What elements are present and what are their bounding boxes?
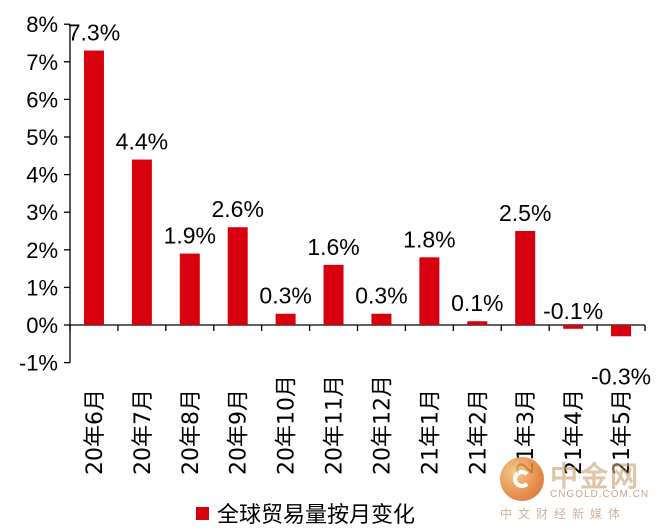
x-tick-label: 21年5月 [610, 389, 635, 475]
y-tick-label: 5% [26, 125, 58, 150]
x-tick-label: 20年11月 [323, 375, 348, 475]
data-label: 1.9% [164, 223, 216, 249]
bar [131, 159, 152, 325]
data-label: 1.6% [307, 234, 359, 260]
y-tick-label: 6% [26, 87, 58, 112]
bar [227, 227, 248, 325]
data-label: 7.3% [68, 20, 120, 46]
watermark-title: 中金网 [550, 460, 641, 493]
y-tick-label: 4% [26, 163, 58, 188]
data-label: -0.3% [591, 363, 651, 389]
bar [275, 313, 296, 325]
x-tick-label: 21年2月 [466, 389, 491, 475]
x-tick-label: 20年12月 [370, 375, 395, 475]
x-tick-label: 20年8月 [179, 389, 204, 475]
bar [419, 257, 440, 325]
y-tick-label: 2% [26, 238, 58, 263]
bar [611, 325, 632, 337]
y-tick-label: 0% [26, 313, 58, 338]
bar [515, 231, 536, 325]
data-label: 1.8% [403, 226, 455, 252]
cngold-logo-icon [500, 457, 544, 501]
data-label: 2.5% [499, 200, 551, 226]
legend-swatch [196, 506, 209, 520]
x-tick-label: 20年10月 [275, 375, 300, 475]
data-label: 2.6% [211, 196, 263, 222]
bar [179, 253, 200, 325]
x-tick-label: 20年7月 [131, 389, 156, 475]
y-tick-label: 8% [26, 12, 58, 37]
y-tick-label: -1% [19, 351, 58, 376]
x-tick-label: 20年6月 [83, 389, 108, 475]
x-tick-label: 20年9月 [227, 389, 252, 475]
bar [371, 313, 392, 325]
data-label: -0.1% [543, 298, 603, 324]
legend-label: 全球贸易量按月变化 [217, 503, 416, 528]
watermark: 中金网 CNGOLD.COM.CN 中文财经新媒体 [500, 455, 650, 525]
y-tick-label: 3% [26, 200, 58, 225]
bar [323, 264, 344, 325]
bar [83, 50, 104, 326]
watermark-subtitle: 中文财经新媒体 [500, 507, 627, 521]
watermark-url: CNGOLD.COM.CN [550, 489, 650, 500]
data-label: 0.3% [355, 283, 407, 309]
bar [563, 325, 584, 329]
y-tick-label: 7% [26, 50, 58, 75]
legend: 全球贸易量按月变化 [196, 497, 415, 529]
data-label: 0.1% [451, 290, 503, 316]
y-tick-label: 1% [26, 275, 58, 300]
x-tick-label: 21年4月 [562, 389, 587, 475]
data-label: 4.4% [116, 129, 168, 155]
x-tick-label: 21年1月 [418, 389, 443, 475]
data-label: 0.3% [259, 283, 311, 309]
bar [467, 321, 488, 325]
